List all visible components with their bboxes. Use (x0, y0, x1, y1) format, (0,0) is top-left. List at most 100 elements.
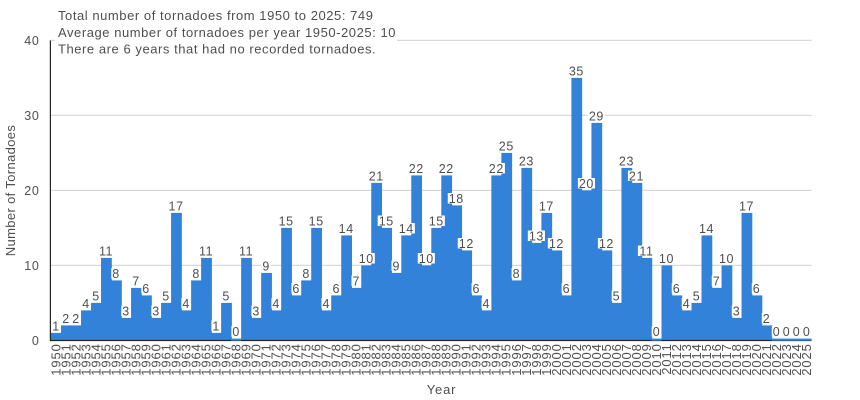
svg-text:1976: 1976 (309, 343, 324, 376)
svg-text:6: 6 (753, 282, 761, 296)
svg-text:2000: 2000 (549, 343, 564, 376)
svg-text:5: 5 (92, 290, 100, 304)
svg-text:1975: 1975 (299, 343, 314, 376)
svg-text:40: 40 (24, 34, 39, 48)
svg-text:1986: 1986 (409, 343, 424, 376)
svg-text:6: 6 (473, 282, 481, 296)
svg-text:22: 22 (409, 162, 424, 176)
svg-text:14: 14 (339, 222, 354, 236)
svg-text:1991: 1991 (459, 343, 474, 376)
svg-text:18: 18 (449, 192, 464, 206)
svg-text:35: 35 (569, 65, 584, 79)
svg-text:1996: 1996 (509, 343, 524, 376)
svg-text:1995: 1995 (499, 343, 514, 376)
svg-text:15: 15 (279, 215, 294, 229)
svg-text:22: 22 (439, 162, 454, 176)
svg-text:3: 3 (122, 305, 130, 319)
svg-text:2004: 2004 (589, 343, 604, 376)
svg-text:0: 0 (232, 325, 240, 339)
svg-text:0: 0 (803, 325, 811, 339)
svg-text:8: 8 (192, 267, 200, 281)
svg-text:4: 4 (182, 297, 190, 311)
svg-text:6: 6 (142, 282, 150, 296)
svg-text:1961: 1961 (158, 343, 173, 376)
svg-text:7: 7 (352, 275, 360, 289)
svg-text:4: 4 (272, 297, 280, 311)
svg-text:Year: Year (427, 382, 456, 397)
svg-text:17: 17 (539, 200, 554, 214)
svg-text:15: 15 (429, 215, 444, 229)
svg-text:23: 23 (519, 155, 534, 169)
svg-text:8: 8 (302, 267, 310, 281)
svg-text:1: 1 (52, 320, 60, 334)
svg-text:10: 10 (659, 252, 674, 266)
svg-text:23: 23 (619, 155, 634, 169)
svg-text:10: 10 (359, 252, 374, 266)
svg-text:1955: 1955 (98, 343, 113, 376)
svg-text:17: 17 (169, 200, 184, 214)
svg-text:Number of Tornadoes: Number of Tornadoes (3, 125, 18, 257)
svg-text:2008: 2008 (629, 343, 644, 376)
svg-text:4: 4 (82, 297, 90, 311)
svg-text:0: 0 (653, 325, 661, 339)
svg-text:5: 5 (162, 290, 170, 304)
svg-text:1977: 1977 (319, 343, 334, 376)
svg-text:There are 6 years that had no: There are 6 years that had no recorded t… (58, 41, 376, 56)
svg-text:1959: 1959 (138, 343, 153, 376)
svg-text:2006: 2006 (609, 343, 624, 376)
svg-text:1989: 1989 (439, 343, 454, 376)
svg-text:1997: 1997 (519, 343, 534, 376)
svg-text:1953: 1953 (78, 343, 93, 376)
svg-text:3: 3 (252, 305, 260, 319)
svg-text:12: 12 (459, 237, 474, 251)
svg-text:17: 17 (739, 200, 754, 214)
svg-text:6: 6 (332, 282, 340, 296)
svg-text:1978: 1978 (329, 343, 344, 376)
svg-text:1952: 1952 (68, 343, 83, 376)
svg-text:2005: 2005 (599, 343, 614, 376)
svg-text:1990: 1990 (449, 343, 464, 376)
svg-text:2014: 2014 (689, 343, 704, 376)
svg-text:2003: 2003 (579, 343, 594, 376)
svg-text:2: 2 (62, 312, 70, 326)
svg-text:13: 13 (529, 230, 544, 244)
svg-text:11: 11 (199, 245, 213, 259)
svg-text:2009: 2009 (639, 343, 654, 376)
svg-text:2021: 2021 (759, 343, 774, 376)
svg-text:11: 11 (639, 245, 653, 259)
svg-text:1973: 1973 (279, 343, 294, 376)
svg-text:Average number of tornadoes pe: Average number of tornadoes per year 195… (58, 25, 396, 40)
svg-text:10: 10 (419, 252, 434, 266)
svg-text:2012: 2012 (669, 343, 684, 376)
svg-text:21: 21 (629, 170, 644, 184)
svg-text:3: 3 (733, 305, 741, 319)
svg-text:4: 4 (322, 297, 330, 311)
svg-text:14: 14 (399, 222, 414, 236)
svg-text:2016: 2016 (709, 343, 724, 376)
svg-text:1967: 1967 (219, 343, 234, 376)
svg-text:5: 5 (693, 290, 701, 304)
svg-text:1988: 1988 (429, 343, 444, 376)
svg-text:30: 30 (24, 109, 39, 123)
svg-text:1969: 1969 (239, 343, 254, 376)
svg-text:2022: 2022 (769, 343, 784, 376)
svg-text:8: 8 (513, 267, 521, 281)
svg-text:2001: 2001 (559, 343, 574, 376)
svg-text:2020: 2020 (749, 343, 764, 376)
svg-text:25: 25 (499, 140, 514, 154)
svg-text:1950: 1950 (48, 343, 63, 376)
svg-text:1: 1 (212, 320, 220, 334)
svg-text:1951: 1951 (58, 343, 73, 376)
svg-text:15: 15 (379, 215, 394, 229)
svg-text:1981: 1981 (359, 343, 374, 376)
svg-text:3: 3 (152, 305, 160, 319)
svg-text:1983: 1983 (379, 343, 394, 376)
svg-text:1985: 1985 (399, 343, 414, 376)
svg-text:0: 0 (32, 334, 40, 348)
svg-text:9: 9 (392, 260, 400, 274)
svg-text:1987: 1987 (419, 343, 434, 376)
svg-text:2023: 2023 (779, 343, 794, 376)
svg-text:21: 21 (369, 170, 384, 184)
svg-text:4: 4 (683, 297, 691, 311)
svg-text:20: 20 (24, 184, 39, 198)
